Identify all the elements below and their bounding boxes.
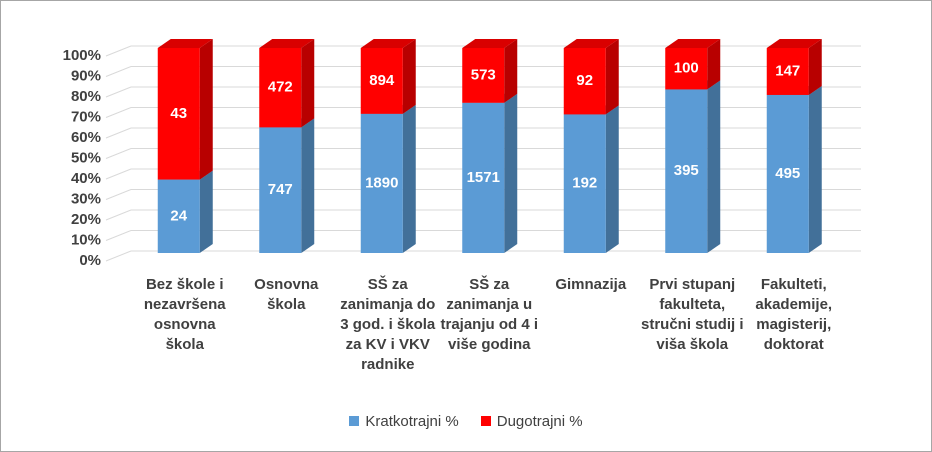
bar-face bbox=[259, 39, 315, 48]
legend-swatch bbox=[480, 416, 491, 426]
bar-face bbox=[199, 39, 213, 180]
bar-face bbox=[808, 39, 822, 95]
y-tick-label: 90% bbox=[71, 67, 101, 84]
data-label: 100 bbox=[674, 60, 699, 77]
bar-face bbox=[402, 104, 416, 253]
bar-face bbox=[157, 48, 200, 180]
grid-line bbox=[105, 250, 861, 262]
data-label: 894 bbox=[369, 72, 395, 89]
legend-item: Kratkotrajni % bbox=[349, 413, 459, 430]
x-tick-label: SŠ za zanimanja do 3 god. i škola za KV … bbox=[340, 276, 436, 373]
bar-segment bbox=[665, 39, 721, 90]
bar-face bbox=[665, 48, 708, 90]
bar-face bbox=[665, 89, 708, 253]
bar-face bbox=[563, 114, 606, 253]
data-label: 472 bbox=[268, 79, 293, 96]
x-tick-label: Fakulteti, akademije, magisterij, doktor… bbox=[755, 276, 833, 353]
bar-segment bbox=[462, 93, 518, 253]
bar-face bbox=[157, 179, 200, 253]
y-tick-label: 50% bbox=[71, 149, 101, 166]
bar-face bbox=[707, 39, 721, 90]
y-tick-label: 10% bbox=[71, 231, 101, 248]
y-tick-label: 30% bbox=[71, 190, 101, 207]
bar-face bbox=[808, 85, 822, 253]
bar-face bbox=[563, 39, 619, 48]
y-tick-label: 60% bbox=[71, 129, 101, 146]
y-tick-label: 80% bbox=[71, 88, 101, 105]
data-label: 192 bbox=[572, 175, 597, 192]
bar-face bbox=[462, 48, 505, 103]
y-tick-label: 70% bbox=[71, 108, 101, 125]
bar-face bbox=[766, 94, 809, 253]
data-label: 147 bbox=[775, 62, 800, 79]
bar-face bbox=[301, 39, 315, 128]
y-tick-label: 20% bbox=[71, 211, 101, 228]
x-tick-label: Bez škole i nezavršena osnovna škola bbox=[143, 276, 226, 353]
x-tick-label: Gimnazija bbox=[555, 276, 627, 293]
data-label: 395 bbox=[674, 162, 699, 179]
legend-item: Dugotrajni % bbox=[480, 413, 583, 430]
bar-face bbox=[259, 48, 302, 128]
bar-face bbox=[665, 39, 721, 48]
bar-face bbox=[199, 170, 213, 253]
x-tick-label: SŠ za zanimanja u trajanju od 4 i više g… bbox=[440, 276, 538, 353]
bar-segment bbox=[766, 39, 822, 95]
data-label: 43 bbox=[170, 105, 187, 122]
bar-face bbox=[605, 39, 619, 115]
bar-segment bbox=[563, 39, 619, 115]
bar-face bbox=[462, 102, 505, 253]
data-label: 1890 bbox=[365, 174, 398, 191]
bar-face bbox=[462, 39, 518, 48]
x-tick-label: Prvi stupanj fakulteta, stručni studij i… bbox=[640, 276, 744, 353]
bar-face bbox=[707, 80, 721, 253]
legend-swatch bbox=[349, 416, 360, 426]
legend-label: Dugotrajni % bbox=[496, 413, 583, 430]
bar-face bbox=[360, 48, 403, 114]
bar-segment bbox=[462, 39, 518, 103]
data-label: 495 bbox=[775, 165, 800, 182]
data-label: 24 bbox=[170, 207, 187, 224]
x-tick-label: Osnovna škola bbox=[254, 276, 319, 313]
bar-segment bbox=[259, 39, 315, 128]
y-tick-label: 40% bbox=[71, 170, 101, 187]
legend-label: Kratkotrajni % bbox=[365, 413, 459, 430]
data-label: 92 bbox=[576, 72, 593, 89]
bar-face bbox=[259, 127, 302, 253]
bar-segment bbox=[766, 85, 822, 253]
y-tick-label: 0% bbox=[79, 252, 101, 269]
bar-face bbox=[563, 48, 606, 115]
data-label: 1571 bbox=[467, 169, 500, 186]
bar-segment bbox=[360, 39, 416, 114]
bar-face bbox=[504, 39, 518, 103]
y-tick-label: 100% bbox=[63, 47, 101, 64]
bar-face bbox=[605, 105, 619, 253]
bar-face bbox=[766, 48, 809, 95]
bar-face bbox=[360, 113, 403, 253]
bar-face bbox=[360, 39, 416, 48]
bar-face bbox=[157, 39, 213, 48]
bar-face bbox=[301, 118, 315, 253]
bar-face bbox=[766, 39, 822, 48]
data-label: 573 bbox=[471, 66, 496, 83]
bar-face bbox=[402, 39, 416, 114]
legend: Kratkotrajni % Dugotrajni % bbox=[1, 413, 931, 430]
bar-segment bbox=[157, 39, 213, 180]
data-label: 747 bbox=[268, 181, 293, 198]
bar-face bbox=[504, 93, 518, 253]
